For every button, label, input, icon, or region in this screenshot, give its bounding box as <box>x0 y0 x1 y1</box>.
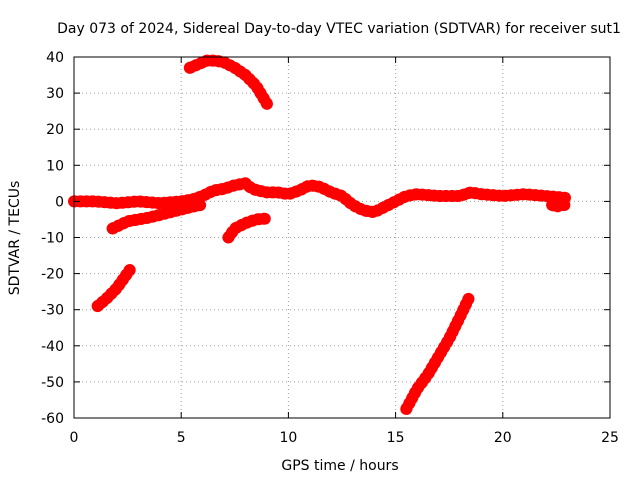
y-tick-label: -60 <box>41 411 64 427</box>
series-tail-markers <box>546 199 571 213</box>
x-tick-label: 20 <box>494 430 512 446</box>
x-tick-label: 10 <box>279 430 297 446</box>
ticks: 0 5 10 15 20 25 -60 -50 -40 -30 -20 -10 0 10 20 30 40 <box>41 50 619 446</box>
y-tick-label: -50 <box>41 375 64 391</box>
series-segment-d-markers <box>91 264 136 313</box>
x-tick-label: 25 <box>601 430 619 446</box>
chart-title: Day 073 of 2024, Sidereal Day-to-day VTE… <box>57 21 621 37</box>
x-tick-label: 0 <box>70 430 79 446</box>
y-tick-label: -20 <box>41 267 64 283</box>
y-tick-label: 0 <box>55 194 64 210</box>
y-tick-label: -10 <box>41 231 64 247</box>
y-tick-label: 40 <box>46 50 64 66</box>
y-tick-label: -40 <box>41 339 64 355</box>
x-tick-label: 5 <box>177 430 186 446</box>
series-segment-e-markers <box>400 292 475 415</box>
series-segment-b-markers <box>183 54 273 110</box>
x-tick-label: 15 <box>387 430 405 446</box>
y-tick-label: 30 <box>46 86 64 102</box>
y-tick-label: 10 <box>46 158 64 174</box>
y-tick-label: -30 <box>41 303 64 319</box>
series-segment-a-markers <box>106 199 207 235</box>
series-main-markers <box>68 177 571 219</box>
series-segment-c-markers <box>222 212 271 244</box>
series-group <box>68 54 571 415</box>
y-axis-label: SDTVAR / TECUs <box>7 181 23 296</box>
y-tick-label: 20 <box>46 122 64 138</box>
x-axis-label: GPS time / hours <box>281 458 398 474</box>
